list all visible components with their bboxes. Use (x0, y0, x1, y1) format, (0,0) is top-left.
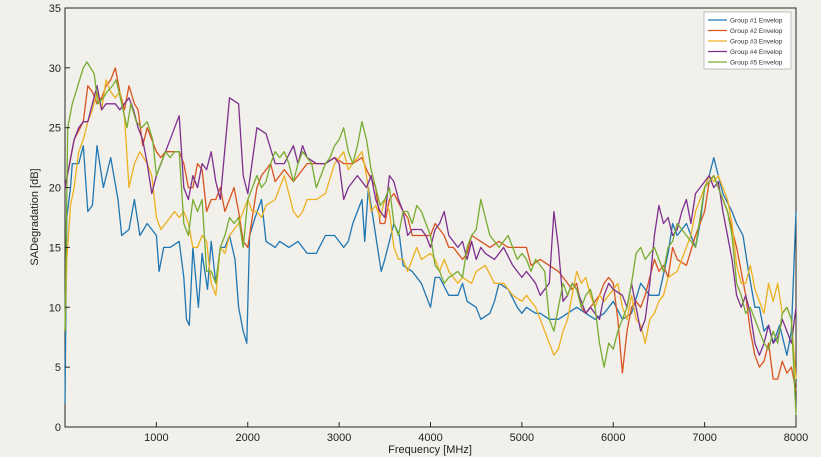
y-tick-label: 10 (49, 302, 61, 314)
legend: Group #1 Envelop Group #2 Envelop Group #3… (703, 11, 792, 70)
y-tick-label: 20 (49, 183, 61, 195)
x-tick-label: 3000 (327, 432, 351, 444)
x-tick-label: 2000 (236, 432, 260, 444)
series-line-5 (64, 61, 797, 416)
x-tick-label: 1000 (144, 432, 168, 444)
y-tick-label: 30 (49, 63, 61, 75)
series-line-3 (64, 79, 797, 380)
y-tick-label: 0 (55, 422, 61, 434)
x-tick-label: 4000 (418, 432, 442, 444)
y-axis-title: SADegradation [dB] (29, 168, 41, 265)
x-tick-label: 6000 (601, 432, 625, 444)
series-line-4 (64, 85, 797, 356)
y-axis: 0 5 10 15 20 25 30 35 (49, 3, 70, 434)
series-layer (64, 61, 797, 416)
legend-label: Group #2 Envelop (730, 28, 783, 35)
x-axis-title: Frequency [MHz] (388, 444, 472, 456)
plot-area (64, 7, 797, 428)
x-tick-label: 5000 (510, 432, 534, 444)
x-tick-label: 7000 (692, 432, 716, 444)
legend-label: Group #1 Envelop (730, 17, 783, 24)
x-tick-label: 8000 (784, 432, 808, 444)
y-tick-label: 15 (49, 242, 61, 254)
legend-label: Group #5 Envelop (730, 59, 783, 66)
x-axis: 1000 2000 3000 4000 5000 6000 7000 8000 (144, 422, 808, 444)
y-tick-label: 35 (49, 3, 61, 15)
y-tick-label: 5 (55, 362, 61, 374)
legend-label: Group #4 Envelop (730, 49, 783, 56)
y-tick-label: 25 (49, 123, 61, 135)
legend-label: Group #3 Envelop (730, 38, 783, 45)
